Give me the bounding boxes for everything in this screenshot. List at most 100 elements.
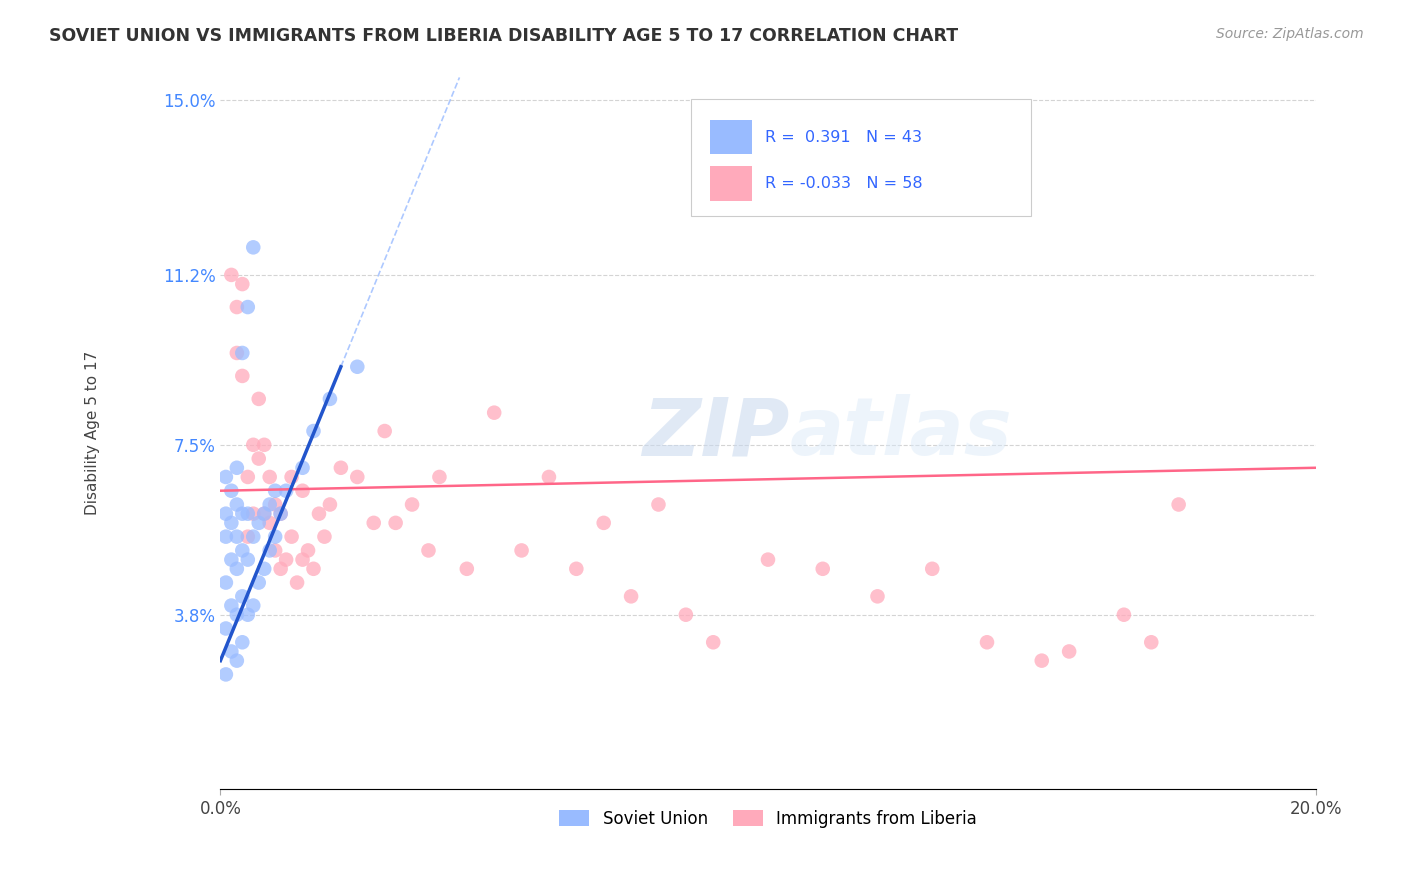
- Point: [270, 507, 292, 521]
- Point: [401, 498, 423, 512]
- Point: [482, 406, 505, 420]
- Point: [221, 483, 243, 498]
- Point: [264, 483, 287, 498]
- Bar: [710, 120, 752, 154]
- Point: [225, 300, 247, 314]
- Point: [236, 470, 259, 484]
- Point: [221, 599, 243, 613]
- Text: ZIP: ZIP: [643, 394, 790, 473]
- Point: [259, 516, 281, 530]
- Point: [308, 507, 330, 521]
- Point: [291, 483, 314, 498]
- Point: [384, 516, 406, 530]
- Point: [242, 599, 264, 613]
- Point: [1031, 654, 1053, 668]
- Point: [259, 470, 281, 484]
- Point: [236, 507, 259, 521]
- Point: [1057, 644, 1080, 658]
- Point: [756, 552, 779, 566]
- Text: Source: ZipAtlas.com: Source: ZipAtlas.com: [1216, 27, 1364, 41]
- Point: [264, 530, 287, 544]
- Point: [319, 498, 342, 512]
- Point: [215, 622, 238, 636]
- Point: [565, 562, 588, 576]
- Text: SOVIET UNION VS IMMIGRANTS FROM LIBERIA DISABILITY AGE 5 TO 17 CORRELATION CHART: SOVIET UNION VS IMMIGRANTS FROM LIBERIA …: [49, 27, 959, 45]
- Point: [231, 346, 253, 360]
- Point: [242, 438, 264, 452]
- Point: [231, 368, 253, 383]
- Point: [510, 543, 533, 558]
- Point: [236, 552, 259, 566]
- Point: [270, 562, 292, 576]
- Point: [253, 438, 276, 452]
- Point: [280, 530, 302, 544]
- Point: [259, 543, 281, 558]
- Point: [314, 530, 336, 544]
- Point: [297, 543, 319, 558]
- Point: [811, 562, 834, 576]
- Point: [291, 460, 314, 475]
- Point: [363, 516, 385, 530]
- Point: [537, 470, 560, 484]
- Point: [231, 543, 253, 558]
- Point: [225, 607, 247, 622]
- Point: [274, 483, 297, 498]
- Point: [215, 470, 238, 484]
- Point: [374, 424, 396, 438]
- Point: [620, 590, 643, 604]
- Point: [1140, 635, 1163, 649]
- Point: [264, 543, 287, 558]
- Point: [221, 268, 243, 282]
- Point: [592, 516, 614, 530]
- Point: [225, 530, 247, 544]
- Point: [253, 562, 276, 576]
- Point: [236, 607, 259, 622]
- Point: [231, 277, 253, 291]
- Point: [346, 359, 368, 374]
- Point: [259, 498, 281, 512]
- Text: R = -0.033   N = 58: R = -0.033 N = 58: [765, 176, 922, 191]
- Point: [247, 392, 270, 406]
- Point: [215, 507, 238, 521]
- Point: [329, 460, 352, 475]
- Point: [1112, 607, 1135, 622]
- Point: [291, 552, 314, 566]
- Legend: Soviet Union, Immigrants from Liberia: Soviet Union, Immigrants from Liberia: [553, 803, 983, 834]
- Point: [215, 530, 238, 544]
- Y-axis label: Disability Age 5 to 17: Disability Age 5 to 17: [86, 351, 100, 516]
- Point: [225, 498, 247, 512]
- Point: [247, 575, 270, 590]
- Point: [675, 607, 697, 622]
- Point: [242, 530, 264, 544]
- Point: [247, 451, 270, 466]
- Point: [1167, 498, 1189, 512]
- Point: [221, 516, 243, 530]
- Point: [702, 635, 724, 649]
- Point: [221, 644, 243, 658]
- Point: [285, 575, 308, 590]
- Text: R =  0.391   N = 43: R = 0.391 N = 43: [765, 129, 922, 145]
- Point: [253, 507, 276, 521]
- Point: [647, 498, 669, 512]
- Point: [215, 575, 238, 590]
- Point: [225, 460, 247, 475]
- Point: [274, 552, 297, 566]
- Point: [302, 424, 325, 438]
- Point: [418, 543, 440, 558]
- Point: [221, 552, 243, 566]
- Point: [247, 516, 270, 530]
- Point: [231, 507, 253, 521]
- Point: [456, 562, 478, 576]
- Point: [225, 654, 247, 668]
- Point: [302, 562, 325, 576]
- Point: [921, 562, 943, 576]
- Point: [253, 507, 276, 521]
- Point: [270, 507, 292, 521]
- Point: [225, 346, 247, 360]
- Point: [242, 240, 264, 254]
- Point: [215, 667, 238, 681]
- Point: [429, 470, 451, 484]
- Point: [231, 590, 253, 604]
- Point: [264, 498, 287, 512]
- Point: [231, 635, 253, 649]
